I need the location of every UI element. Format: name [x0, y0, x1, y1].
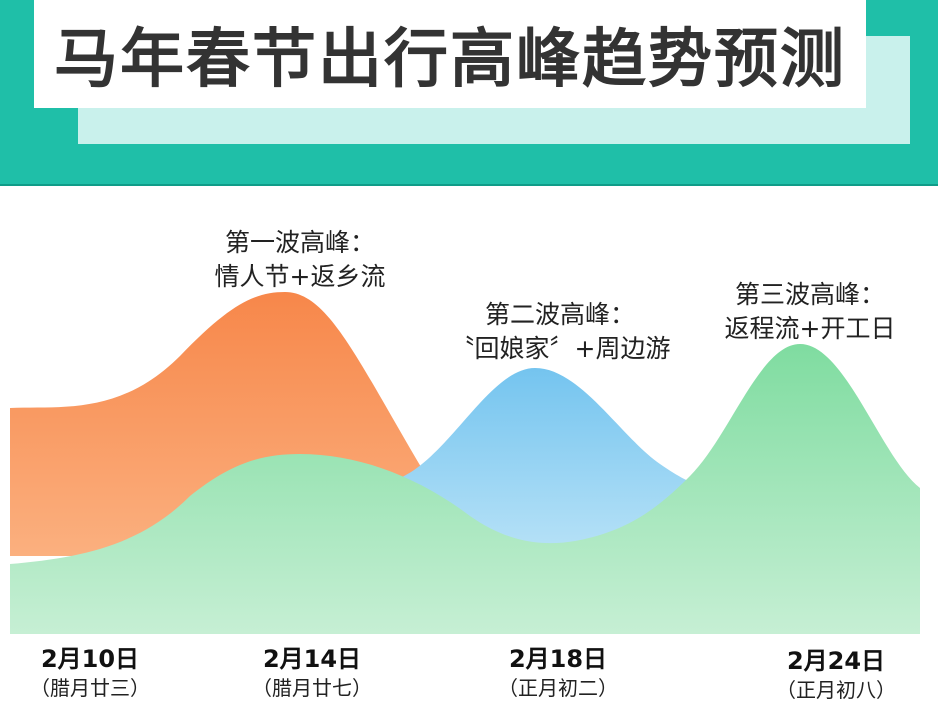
x-tick-2-lunar: （腊月廿七） [252, 676, 372, 700]
x-tick-4-lunar: （正月初八） [776, 678, 896, 702]
x-tick-3-date: 2月18日 [508, 645, 608, 673]
annotation-peak-2-desc: 〝回娘家〞+周边游 [449, 334, 671, 363]
x-tick-3-lunar: （正月初二） [498, 676, 618, 700]
annotation-peak-2: 第二波高峰： 〝回娘家〞+周边游 [415, 298, 705, 366]
x-tick-4-date: 2月24日 [786, 647, 886, 675]
series-area-wave-3 [10, 344, 920, 634]
series-area-wave-2 [400, 368, 700, 556]
x-tick-2: 2月14日 （腊月廿七） [222, 644, 402, 702]
x-tick-4: 2月24日 （正月初八） [746, 646, 926, 704]
annotation-peak-1-desc: 情人节+返乡流 [214, 262, 386, 291]
x-tick-1: 2月10日 （腊月廿三） [0, 644, 180, 702]
header-banner: 马年春节出行高峰趋势预测 [0, 0, 938, 186]
x-tick-2-date: 2月14日 [262, 645, 362, 673]
annotation-peak-3-title: 第三波高峰： [734, 280, 885, 309]
x-tick-1-date: 2月10日 [40, 645, 140, 673]
trend-chart [10, 292, 920, 634]
annotation-peak-3-desc: 返程流+开工日 [724, 314, 896, 343]
page-title: 马年春节出行高峰趋势预测 [54, 23, 846, 97]
annotation-peak-2-title: 第二波高峰： [484, 300, 635, 329]
title-card: 马年春节出行高峰趋势预测 [34, 0, 866, 108]
x-tick-1-lunar: （腊月廿三） [30, 676, 150, 700]
annotation-peak-1: 第一波高峰： 情人节+返乡流 [180, 226, 420, 294]
annotation-peak-1-title: 第一波高峰： [224, 228, 375, 257]
chart-area: 第一波高峰： 情人节+返乡流 第二波高峰： 〝回娘家〞+周边游 第三波高峰： 返… [0, 186, 938, 704]
annotation-peak-3: 第三波高峰： 返程流+开工日 [690, 278, 930, 346]
x-tick-3: 2月18日 （正月初二） [468, 644, 648, 702]
